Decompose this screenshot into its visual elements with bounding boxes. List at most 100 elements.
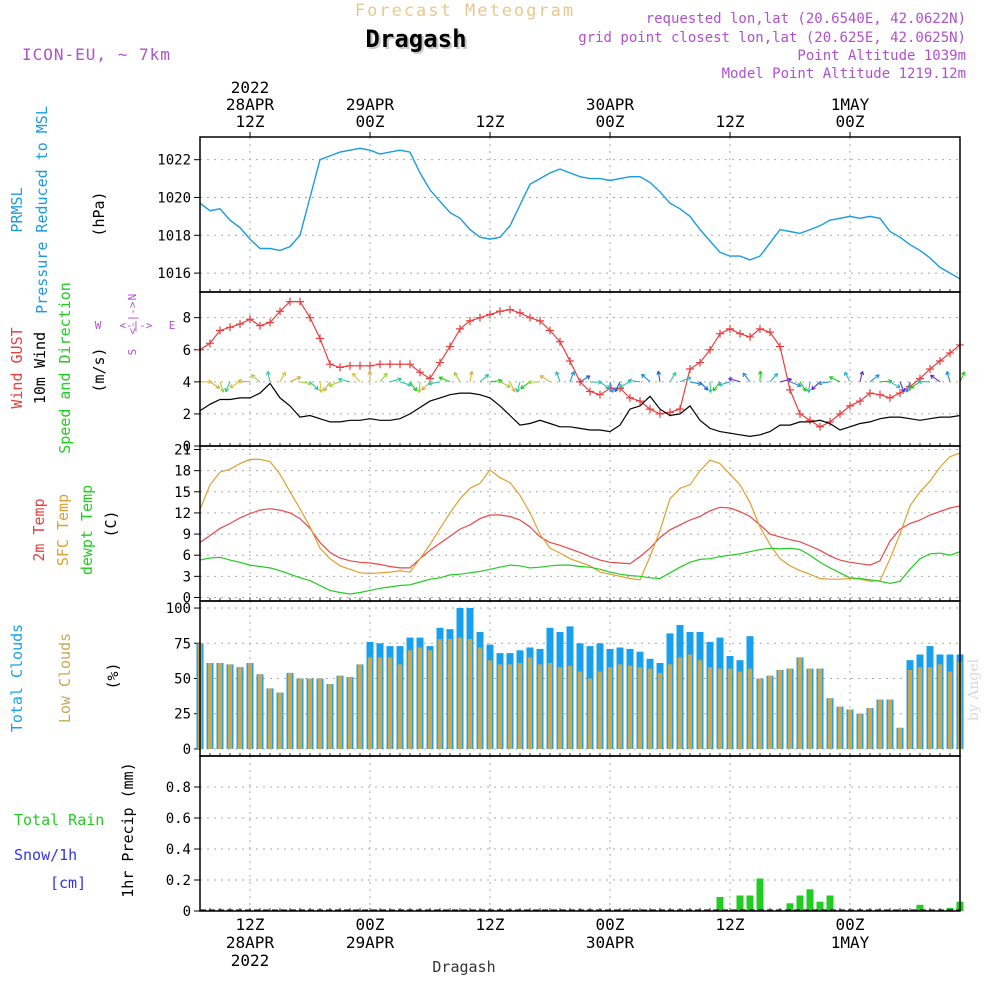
low-cloud-bar <box>407 650 413 749</box>
t2m-line <box>199 505 961 569</box>
wind-direction-arrow <box>828 376 841 383</box>
wind-unit: (m/s) <box>90 347 108 392</box>
y-tick-label: 75 <box>174 636 191 652</box>
wind-direction-arrow <box>515 381 521 393</box>
low-cloud-bar <box>547 663 553 749</box>
gust-marker <box>296 297 304 306</box>
low-cloud-bar <box>237 667 243 749</box>
rain-bar <box>786 903 794 912</box>
gust-marker <box>416 368 424 377</box>
gust-marker <box>206 339 214 348</box>
low-cloud-bar <box>427 650 433 749</box>
gust-marker <box>386 360 394 369</box>
low-cloud-bar <box>487 660 493 749</box>
rain-bar <box>746 895 754 911</box>
gust-marker <box>746 332 754 341</box>
wind-direction-arrow <box>917 379 931 385</box>
gust-marker <box>556 337 564 346</box>
y-tick-label: 50 <box>174 672 191 688</box>
grid-coords: grid point closest lon,lat (20.625E, 42.… <box>578 30 966 46</box>
footer-location: Dragash <box>432 958 495 976</box>
title-shadow: Dragash <box>367 27 468 55</box>
gust-marker <box>446 342 454 351</box>
wind-direction-arrow <box>399 381 412 387</box>
gust-marker <box>716 329 724 338</box>
wind-direction-arrow <box>708 381 713 393</box>
wind-direction-arrow <box>614 381 621 393</box>
wind-direction-arrow <box>417 381 422 393</box>
gust-marker <box>656 409 664 418</box>
wind-direction-arrow <box>627 378 641 384</box>
gust-marker <box>456 324 464 333</box>
wind-direction-arrow <box>844 371 851 383</box>
gust-marker <box>406 360 414 369</box>
wind-direction-arrow <box>656 370 662 382</box>
top-time-label: 12Z <box>476 112 505 131</box>
wind-direction-arrow <box>728 377 741 383</box>
compass-s: S <box>126 349 139 356</box>
y-tick-label: 3 <box>183 569 191 585</box>
gust-marker <box>426 374 434 383</box>
wind-direction-arrow <box>699 381 709 391</box>
wind-direction-arrow <box>379 372 388 383</box>
low-cloud-bar <box>607 667 613 749</box>
snow-label: Snow/1h <box>14 846 77 864</box>
low-cloud-bar <box>387 657 393 749</box>
sfc-temp-line <box>199 452 961 582</box>
gust-marker <box>526 313 534 322</box>
low-cloud-bar <box>447 639 453 749</box>
total-clouds-label: Total Clouds <box>8 624 26 732</box>
low-cloud-bar <box>397 664 403 749</box>
low-cloud-bar <box>747 668 753 749</box>
top-time-label: 00Z <box>836 112 865 131</box>
bottom-time-label: 2022 <box>231 951 270 970</box>
y-tick-label: 0 <box>183 439 191 455</box>
gust-marker <box>756 324 764 333</box>
wind-direction-arrow <box>909 381 921 389</box>
low-cloud-bar <box>687 654 693 749</box>
pressure-label-2: Pressure Reduced to MSL <box>33 106 51 314</box>
gust-marker <box>316 334 324 343</box>
gust-marker <box>346 361 354 370</box>
pressure-line <box>199 147 961 280</box>
wind-dir-label: Speed and Direction <box>56 282 74 454</box>
gust-marker <box>776 342 784 351</box>
gust-marker <box>536 316 544 325</box>
low-cloud-bar <box>697 660 703 749</box>
gust-marker <box>496 307 504 316</box>
gust-marker <box>946 348 954 357</box>
model-label: ICON-EU, ~ 7km <box>22 45 171 64</box>
y-tick-label: 1022 <box>157 153 191 169</box>
wind-direction-arrow <box>905 381 911 393</box>
wind-direction-arrow <box>712 381 721 392</box>
y-tick-label: 25 <box>174 707 191 723</box>
rain-bar <box>916 904 924 911</box>
snow-unit-label: [cm] <box>50 874 86 892</box>
low-cloud-bar <box>537 664 543 749</box>
low-cloud-bar <box>437 639 443 749</box>
low-clouds-label: Low Clouds <box>56 633 74 723</box>
wind-line <box>199 382 961 438</box>
pressure-label-1: PRMSL <box>8 187 26 232</box>
low-cloud-bar <box>767 675 773 749</box>
gust-marker <box>226 323 234 332</box>
low-cloud-bar <box>587 678 593 749</box>
wind-direction-arrow <box>859 370 865 382</box>
top-time-label: 28APR <box>226 95 275 114</box>
subtitle: Forecast Meteogram <box>355 1 575 21</box>
gust-marker <box>466 316 474 325</box>
requested-coords: requested lon,lat (20.6540E, 42.0622N) <box>646 11 966 27</box>
wind-direction-arrow <box>679 376 692 383</box>
low-cloud-bar <box>227 664 233 749</box>
gust-marker <box>886 393 894 402</box>
y-tick-label: 8 <box>183 311 191 327</box>
low-cloud-bar <box>497 664 503 749</box>
wind-direction-arrow <box>609 381 615 393</box>
compass-we-arrow: <-|-> <box>119 319 152 332</box>
low-cloud-bar <box>217 663 223 749</box>
low-cloud-bar <box>837 706 843 749</box>
wind-direction-arrow <box>367 370 373 382</box>
wind-direction-arrow <box>250 374 261 383</box>
low-cloud-bar <box>867 708 873 749</box>
